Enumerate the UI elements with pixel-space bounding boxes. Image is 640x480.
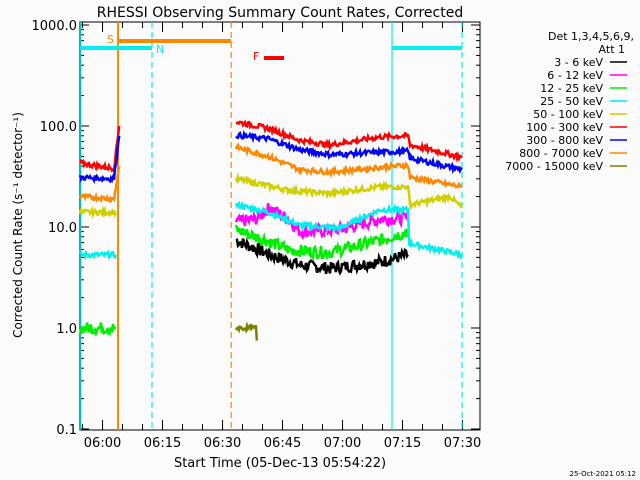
y-tick-label: 0.1 bbox=[56, 423, 77, 438]
y-tick-label: 1000.0 bbox=[32, 19, 78, 34]
series-line-50-100keV bbox=[78, 204, 118, 219]
series-line-3-6keV bbox=[235, 237, 409, 276]
series-line-800-7000keV bbox=[79, 165, 121, 204]
series-line-12-25keV bbox=[78, 322, 117, 338]
y-tick-label: 100.0 bbox=[40, 120, 77, 135]
plot-frame bbox=[79, 21, 481, 431]
x-tick-label: 06:00 bbox=[84, 436, 121, 451]
legend-label: 300 - 800 keV bbox=[526, 134, 603, 147]
legend-label: 800 - 7000 keV bbox=[519, 147, 603, 160]
x-tick-label: 06:30 bbox=[204, 436, 241, 451]
annotation-label-N: N bbox=[156, 43, 164, 56]
legend-label: 7000 - 15000 keV bbox=[505, 160, 603, 173]
chart-title: RHESSI Observing Summary Count Rates, Co… bbox=[97, 5, 463, 21]
series-line-300-800keV bbox=[78, 135, 121, 185]
legend-header-att: Att 1 bbox=[599, 43, 625, 56]
series-line-100-300keV bbox=[236, 119, 463, 163]
series-line-12-25keV bbox=[234, 224, 409, 262]
series-line-7000-15000keV bbox=[234, 320, 259, 341]
x-tick-label: 07:00 bbox=[324, 436, 361, 451]
x-tick-label: 07:30 bbox=[444, 436, 481, 451]
y-tick-label: 10.0 bbox=[48, 221, 77, 236]
series-line-25-50keV bbox=[234, 200, 464, 260]
y-tick-label: 1.0 bbox=[56, 322, 77, 337]
series-line-100-300keV bbox=[78, 125, 121, 174]
series-line-800-7000keV bbox=[234, 142, 463, 189]
legend-label: 12 - 25 keV bbox=[540, 82, 603, 95]
legend-label: 50 - 100 keV bbox=[533, 108, 603, 121]
series-line-6-12keV bbox=[234, 203, 410, 241]
legend-header-det: Det 1,3,4,5,6,9, bbox=[548, 30, 634, 43]
series-line-50-100keV bbox=[234, 172, 463, 211]
legend-label: 25 - 50 keV bbox=[540, 95, 603, 108]
series-line-25-50keV bbox=[79, 249, 118, 261]
footer-timestamp: 25-Oct-2021 05:12 bbox=[570, 470, 636, 478]
legend-label: 6 - 12 keV bbox=[547, 69, 603, 82]
legend-label: 100 - 300 keV bbox=[526, 121, 603, 134]
x-axis-label: Start Time (05-Dec-13 05:54:22) bbox=[174, 456, 386, 471]
x-tick-label: 06:45 bbox=[264, 436, 301, 451]
series-line-300-800keV bbox=[235, 129, 463, 175]
x-tick-label: 06:15 bbox=[144, 436, 181, 451]
annotation-label-F: F bbox=[253, 50, 259, 63]
annotation-label-S: S bbox=[107, 33, 114, 46]
x-tick-label: 07:15 bbox=[384, 436, 421, 451]
legend-label: 3 - 6 keV bbox=[554, 56, 603, 69]
y-axis-label: Corrected Count Rate (s⁻¹ detector⁻¹) bbox=[11, 112, 25, 338]
